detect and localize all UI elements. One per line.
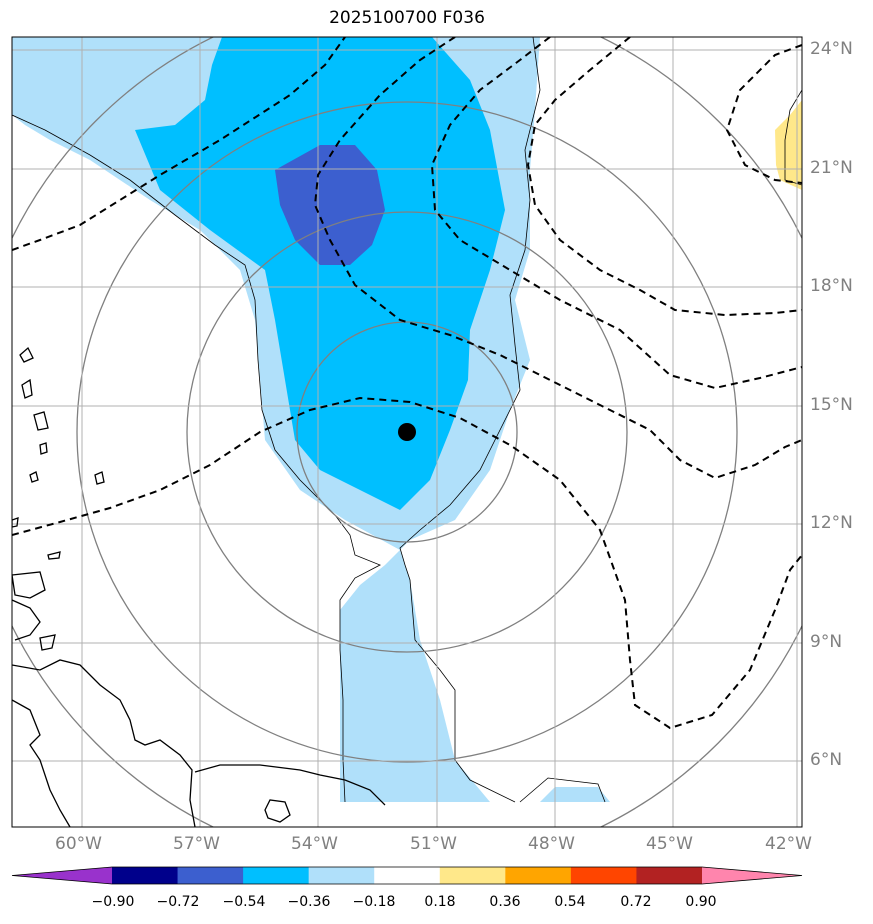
anomaly-fill-yellow (775, 100, 802, 190)
lat-label-6n: 6°N (810, 750, 843, 770)
colorbar-segment (374, 867, 441, 884)
colorbar-tick-label: −0.36 (287, 894, 331, 910)
colorbar-extend-low (12, 867, 112, 884)
lon-label-45w: 45°W (646, 834, 693, 854)
colorbar-segment (112, 867, 179, 884)
map-frame (11, 36, 803, 828)
colorbar-segment (308, 867, 375, 884)
colorbar-tick-label: −0.18 (352, 894, 396, 910)
lon-label-54w: 54°W (291, 834, 338, 854)
lat-label-9n: 9°N (810, 632, 843, 652)
colorbar-tick-label: 0.72 (620, 894, 652, 910)
colorbar-outline (11, 866, 803, 885)
colorbar-tick-label: −0.54 (222, 894, 266, 910)
range-rings (12, 37, 802, 827)
colorbar-segment (439, 867, 506, 884)
storm-center-marker (398, 423, 416, 441)
colorbar-segment (636, 867, 703, 884)
colorbar-tick-label: −0.90 (91, 894, 135, 910)
lat-label-15n: 15°N (810, 395, 853, 415)
lon-label-48w: 48°W (528, 834, 575, 854)
lat-label-24n: 24°N (810, 39, 853, 59)
map-title: 2025100700 F036 (329, 8, 485, 28)
colorbar-tick-label: 0.54 (554, 894, 586, 910)
lat-label-18n: 18°N (810, 276, 853, 296)
colorbar-segment (505, 867, 572, 884)
colorbar-segment (243, 867, 310, 884)
colorbar (11, 866, 803, 885)
anomaly-fill-blue (275, 145, 385, 265)
coastlines (12, 346, 386, 827)
colorbar-segment (570, 867, 637, 884)
colorbar-segment (177, 867, 244, 884)
gridlines (12, 37, 802, 827)
lon-label-51w: 51°W (410, 834, 457, 854)
colorbar-tick-label: 0.18 (424, 894, 456, 910)
colorbar-tick-label: −0.72 (156, 894, 200, 910)
colorbar-tick-label: 0.90 (685, 894, 717, 910)
colorbar-extend-high (702, 867, 802, 884)
lon-label-57w: 57°W (173, 834, 220, 854)
lon-label-42w: 42°W (765, 834, 812, 854)
colorbar-tick-label: 0.36 (489, 894, 521, 910)
lat-label-12n: 12°N (810, 513, 853, 533)
dashed-contours (12, 37, 802, 730)
lon-label-60w: 60°W (55, 834, 102, 854)
lat-label-21n: 21°N (810, 158, 853, 178)
